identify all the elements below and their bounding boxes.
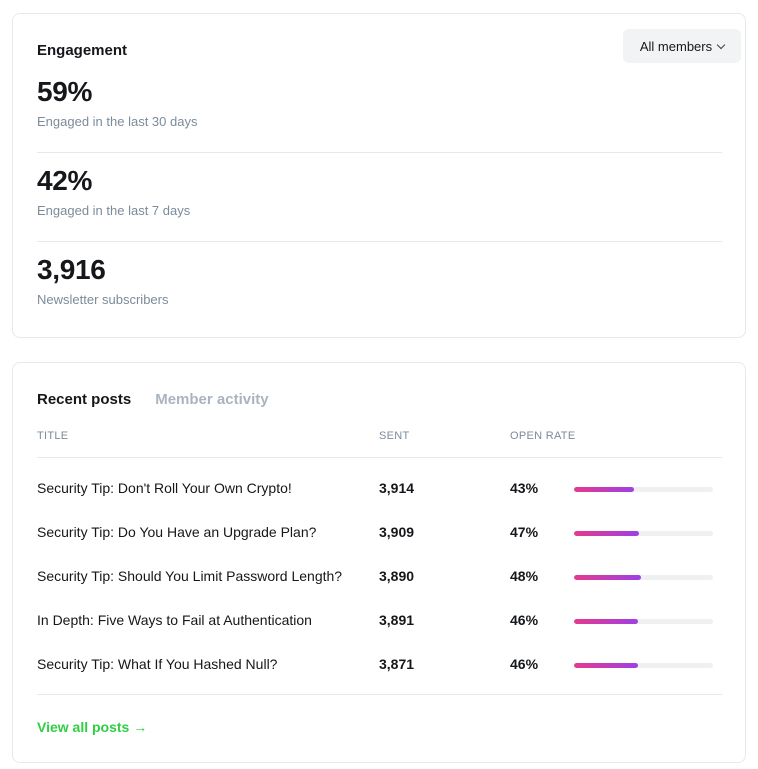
column-header-sent: SENT (379, 430, 410, 442)
open-rate-bar-fill (574, 619, 638, 624)
metric-divider (37, 152, 722, 153)
column-header-open-rate: OPEN RATE (510, 430, 576, 442)
open-rate-bar-fill (574, 575, 641, 580)
column-header-title: TITLE (37, 430, 69, 442)
open-rate-bar (574, 531, 713, 536)
engagement-card: Engagement All members 59% Engaged in th… (12, 13, 746, 338)
metric-divider (37, 241, 722, 242)
metric-newsletter-subscribers: 3,916 Newsletter subscribers (37, 254, 722, 308)
tab-recent-posts[interactable]: Recent posts (37, 391, 132, 408)
metric-engaged-7-days: 42% Engaged in the last 7 days (37, 165, 722, 219)
post-title[interactable]: Security Tip: Should You Limit Password … (37, 568, 343, 584)
open-rate-bar (574, 575, 713, 580)
post-open-rate: 48% (510, 568, 539, 584)
chevron-down-icon (716, 40, 726, 49)
metric-label: Engaged in the last 30 days (37, 114, 198, 129)
metric-value: 59% (37, 76, 93, 107)
post-open-rate: 43% (510, 480, 539, 496)
table-row[interactable]: Security Tip: Do You Have an Upgrade Pla… (37, 511, 722, 555)
footer-divider (37, 694, 722, 695)
open-rate-bar-fill (574, 531, 640, 536)
post-title[interactable]: In Depth: Five Ways to Fail at Authentic… (37, 612, 312, 628)
metric-engaged-30-days: 59% Engaged in the last 30 days (37, 76, 722, 130)
post-title[interactable]: Security Tip: What If You Hashed Null? (37, 656, 278, 672)
post-sent-count: 3,914 (379, 480, 415, 496)
metric-value: 3,916 (37, 254, 106, 285)
table-header: TITLE SENT OPEN RATE (37, 430, 722, 458)
open-rate-bar (574, 487, 713, 492)
open-rate-bar-fill (574, 663, 638, 668)
member-filter-dropdown[interactable]: All members (623, 29, 741, 63)
post-sent-count: 3,909 (379, 524, 415, 540)
open-rate-bar-fill (574, 487, 634, 492)
posts-card: Recent posts Member activity TITLE SENT … (12, 362, 746, 763)
member-filter-label: All members (639, 38, 713, 54)
engagement-title: Engagement (37, 42, 128, 59)
post-sent-count: 3,891 (379, 612, 415, 628)
metric-value: 42% (37, 165, 93, 196)
table-row[interactable]: Security Tip: Should You Limit Password … (37, 555, 722, 599)
table-row[interactable]: In Depth: Five Ways to Fail at Authentic… (37, 599, 722, 643)
post-sent-count: 3,890 (379, 568, 415, 584)
table-row[interactable]: Security Tip: What If You Hashed Null? 3… (37, 643, 722, 687)
post-title[interactable]: Security Tip: Do You Have an Upgrade Pla… (37, 524, 317, 540)
post-open-rate: 46% (510, 656, 539, 672)
view-all-posts-link[interactable]: View all posts → (37, 719, 148, 735)
posts-tabs: Recent posts Member activity (37, 391, 269, 408)
tab-member-activity[interactable]: Member activity (155, 391, 269, 408)
metric-label: Engaged in the last 7 days (37, 203, 191, 218)
post-title[interactable]: Security Tip: Don't Roll Your Own Crypto… (37, 480, 292, 496)
open-rate-bar (574, 663, 713, 668)
post-open-rate: 47% (510, 524, 539, 540)
table-row[interactable]: Security Tip: Don't Roll Your Own Crypto… (37, 467, 722, 511)
post-open-rate: 46% (510, 612, 539, 628)
post-sent-count: 3,871 (379, 656, 415, 672)
metric-label: Newsletter subscribers (37, 292, 169, 307)
open-rate-bar (574, 619, 713, 624)
